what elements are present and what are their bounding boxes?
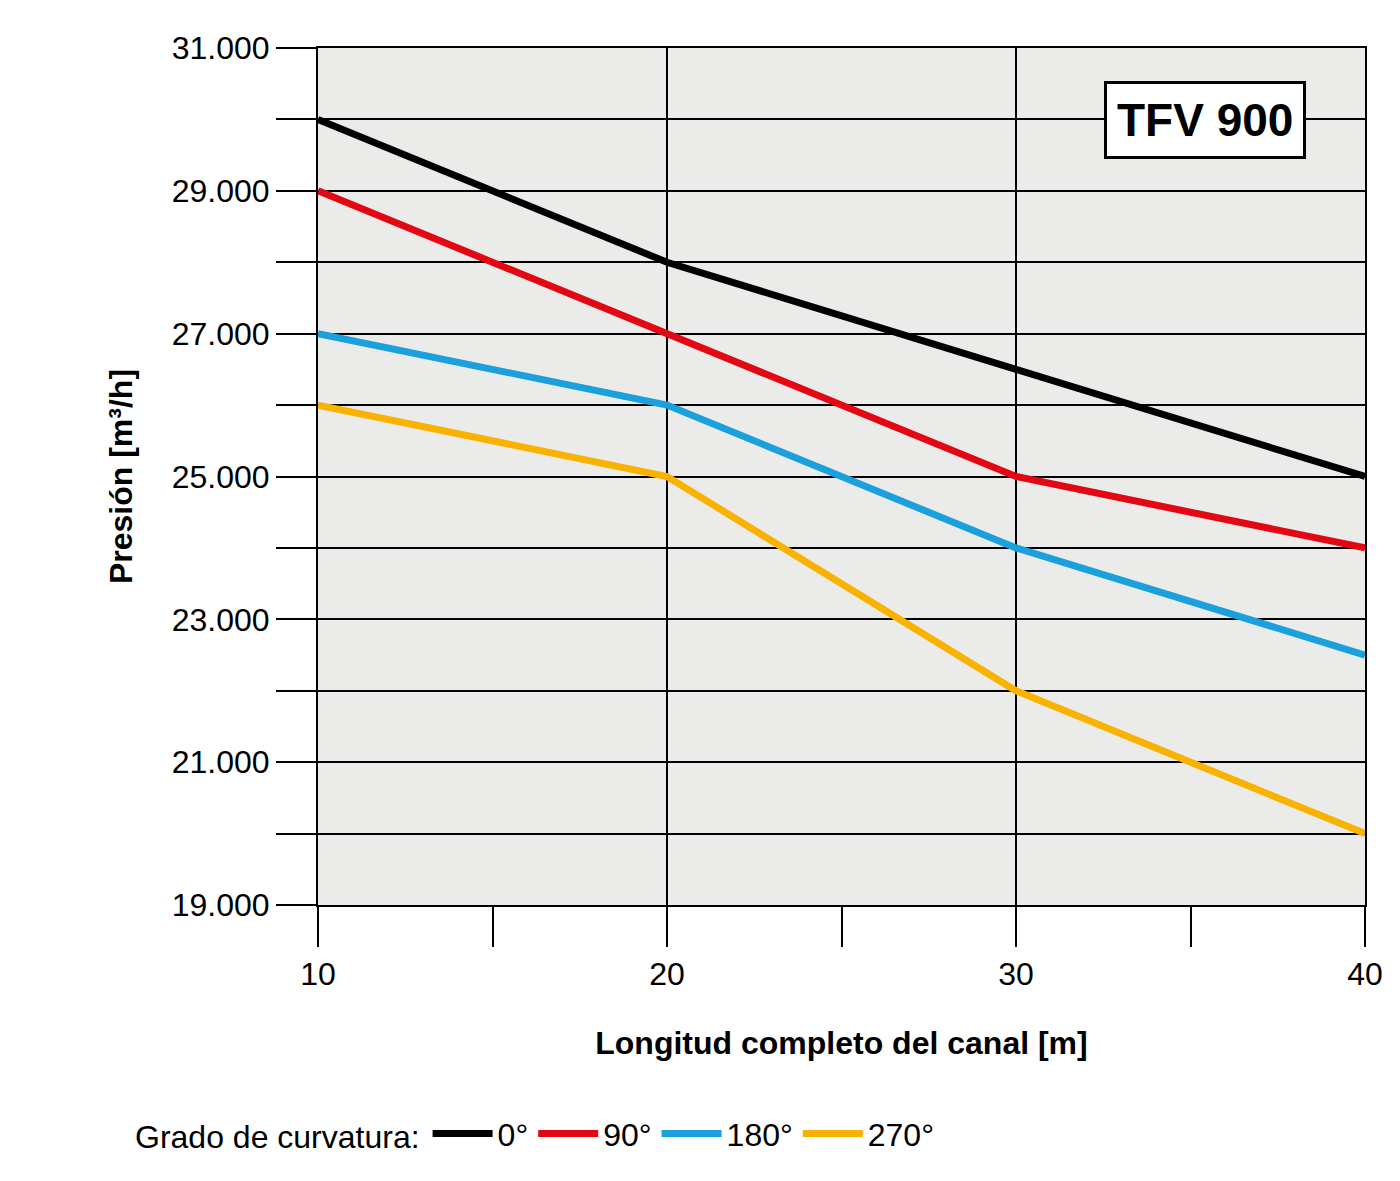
svg-text:TFV 900: TFV 900 bbox=[1117, 94, 1293, 146]
svg-text:180°: 180° bbox=[727, 1117, 793, 1153]
svg-text:90°: 90° bbox=[603, 1117, 651, 1153]
svg-text:23.000: 23.000 bbox=[172, 602, 270, 638]
svg-text:27.000: 27.000 bbox=[172, 316, 270, 352]
svg-text:20: 20 bbox=[649, 956, 685, 992]
svg-text:29.000: 29.000 bbox=[172, 173, 270, 209]
svg-text:21.000: 21.000 bbox=[172, 744, 270, 780]
svg-text:30: 30 bbox=[998, 956, 1034, 992]
svg-text:270°: 270° bbox=[868, 1117, 934, 1153]
svg-text:0°: 0° bbox=[498, 1117, 529, 1153]
svg-text:31.000: 31.000 bbox=[172, 30, 270, 66]
svg-text:Longitud completo del canal [m: Longitud completo del canal [m] bbox=[595, 1025, 1087, 1061]
svg-text:25.000: 25.000 bbox=[172, 459, 270, 495]
svg-text:10: 10 bbox=[300, 956, 336, 992]
svg-text:Grado de curvatura:: Grado de curvatura: bbox=[135, 1119, 420, 1155]
svg-text:40: 40 bbox=[1347, 956, 1383, 992]
svg-text:19.000: 19.000 bbox=[172, 887, 270, 923]
svg-text:Presión [m³/h]: Presión [m³/h] bbox=[103, 369, 139, 584]
